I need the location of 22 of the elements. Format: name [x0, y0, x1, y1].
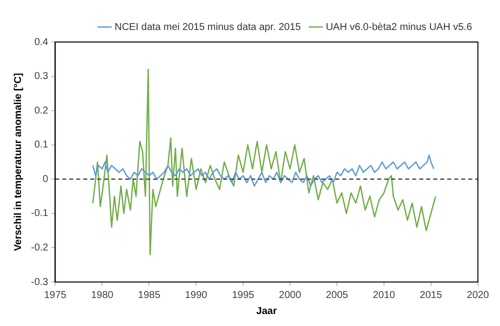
y-tick-label: 0.3	[34, 71, 49, 82]
x-tick-label: 1995	[232, 290, 255, 301]
x-tick-label: 1980	[91, 290, 114, 301]
y-tick-label: 0.4	[34, 36, 49, 48]
y-tick-label: -0.3	[30, 276, 49, 288]
x-tick-label: 2020	[466, 290, 490, 301]
legend-label: NCEI data mei 2015 minus data apr. 2015	[114, 22, 302, 33]
x-tick-label: 2000	[278, 290, 302, 301]
y-axis-title: Verschil in temperatuur anomalie [°C]	[12, 73, 24, 251]
legend-label: UAH v6.0-bèta2 minus UAH v5.6	[326, 22, 472, 33]
x-tick-label: 1975	[44, 290, 67, 301]
y-tick-label: -0.2	[30, 242, 49, 254]
x-tick-label: 1990	[184, 290, 208, 301]
x-tick-label: 2005	[326, 290, 349, 301]
y-tick-label: 0.2	[34, 105, 49, 116]
x-tick-label: 2015	[420, 290, 442, 301]
x-axis-title: Jaar	[256, 306, 277, 317]
x-tick-label: 1985	[138, 290, 161, 301]
y-tick-label: 0.1	[34, 140, 49, 151]
x-tick-label: 2010	[372, 290, 396, 301]
y-tick-label: -0.1	[30, 208, 49, 220]
y-tick-label: 0	[42, 174, 49, 185]
